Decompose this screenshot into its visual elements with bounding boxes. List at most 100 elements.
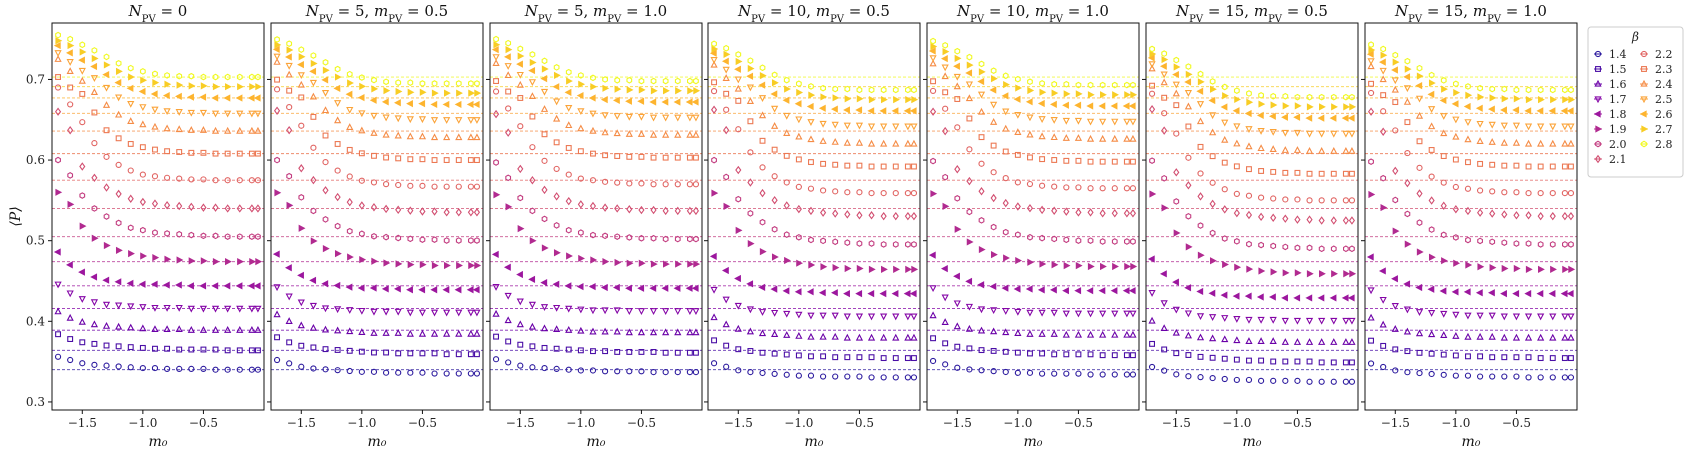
data-point-beta-1.4 <box>601 368 609 375</box>
data-point-beta-1.5 <box>759 349 766 356</box>
data-point-beta-2.8 <box>674 77 681 85</box>
data-point-beta-2.4 <box>553 114 561 122</box>
data-point-beta-1.5 <box>236 347 243 354</box>
data-point-beta-1.6 <box>66 313 74 321</box>
data-point-beta-2.5 <box>565 105 573 112</box>
data-point-beta-1.8 <box>406 286 413 294</box>
data-point-beta-1.8 <box>102 276 110 284</box>
data-point-beta-1.9 <box>140 252 148 260</box>
data-point-beta-2.8 <box>911 86 917 94</box>
data-point-beta-1.9 <box>334 250 342 258</box>
data-point-beta-2.6 <box>333 84 341 92</box>
data-point-beta-2.5 <box>1318 130 1326 138</box>
data-point-beta-2.5 <box>819 120 827 128</box>
data-point-beta-2.8 <box>1404 57 1411 65</box>
data-point-beta-1.4 <box>942 361 949 368</box>
data-point-beta-2.1 <box>298 164 305 173</box>
data-point-beta-1.7 <box>321 305 330 313</box>
data-point-beta-2 <box>954 194 961 202</box>
data-point-beta-2.2 <box>1294 196 1301 203</box>
data-point-beta-1.5 <box>1428 350 1435 357</box>
data-point-beta-1.5 <box>1075 351 1082 358</box>
data-point-beta-2.8 <box>1014 75 1021 83</box>
data-point-beta-2.7 <box>553 71 561 80</box>
data-point-beta-1.5 <box>431 350 438 357</box>
data-point-beta-1.9 <box>407 261 415 269</box>
data-point-beta-2 <box>904 241 911 248</box>
data-point-beta-1.9 <box>1428 253 1436 261</box>
data-point-beta-2.1 <box>1014 202 1021 211</box>
data-point-beta-1.4 <box>771 370 778 377</box>
data-point-beta-1.5 <box>1525 354 1532 361</box>
data-point-beta-2.5 <box>1002 108 1010 116</box>
data-point-beta-1.9 <box>359 255 367 264</box>
data-point-beta-2 <box>1404 210 1411 218</box>
data-point-beta-2.1 <box>236 204 243 213</box>
data-point-beta-1.8 <box>588 283 596 291</box>
data-point-beta-1.9 <box>67 200 75 209</box>
data-point-beta-1.9 <box>602 258 610 266</box>
data-point-beta-1.8 <box>381 285 389 293</box>
data-point-beta-2.8 <box>1246 90 1252 97</box>
data-point-beta-1.4 <box>966 366 973 373</box>
data-point-beta-2.7 <box>930 42 938 51</box>
data-point-beta-1.9 <box>91 234 99 242</box>
data-point-beta-1.4 <box>880 374 887 381</box>
data-point-beta-1.5 <box>674 349 681 356</box>
data-point-beta-1.7 <box>855 313 864 321</box>
data-point-beta-2.1 <box>517 164 524 174</box>
data-point-beta-1.5 <box>590 348 596 355</box>
data-point-beta-2.6 <box>1208 96 1216 105</box>
data-point-beta-1.6 <box>1050 329 1058 337</box>
data-point-beta-1.9 <box>505 203 513 211</box>
data-point-beta-1.4 <box>1567 374 1575 381</box>
data-point-beta-2.3 <box>686 154 693 161</box>
data-point-beta-1.9 <box>784 256 791 265</box>
data-point-beta-1.7 <box>1488 312 1496 320</box>
data-point-beta-1.8 <box>1196 287 1204 296</box>
data-point-beta-2.7 <box>1489 94 1497 102</box>
data-point-beta-1.8 <box>806 288 814 296</box>
data-point-beta-2.6 <box>53 41 61 50</box>
data-point-beta-2.2 <box>334 167 341 174</box>
data-point-beta-1.6 <box>910 333 918 341</box>
data-point-beta-2.6 <box>661 98 669 106</box>
data-point-beta-2.7 <box>322 66 330 74</box>
data-point-beta-1.6 <box>1184 331 1193 339</box>
data-point-beta-2.3 <box>541 131 548 138</box>
data-point-beta-1.4 <box>692 369 700 376</box>
data-point-beta-2.3 <box>164 148 171 155</box>
data-point-beta-2.6 <box>903 107 911 115</box>
data-point-beta-2.7 <box>881 95 888 104</box>
data-point-beta-2.4 <box>1561 139 1569 147</box>
data-point-beta-2.2 <box>880 190 887 197</box>
data-point-beta-2.5 <box>1148 61 1156 69</box>
data-point-beta-1.6 <box>248 326 256 333</box>
data-point-beta-2.5 <box>1196 101 1205 108</box>
data-point-beta-2.7 <box>1209 85 1217 93</box>
data-point-beta-1.8 <box>989 282 997 291</box>
x-tick-label: −0.5 <box>189 416 218 430</box>
data-point-beta-1.5 <box>286 339 293 346</box>
data-point-beta-2.2 <box>1348 197 1356 204</box>
data-point-beta-2.6 <box>1451 100 1459 108</box>
data-point-beta-2.4 <box>577 124 585 132</box>
data-point-beta-2.4 <box>831 137 839 145</box>
data-point-beta-1.8 <box>150 280 158 288</box>
data-point-beta-1.7 <box>807 312 815 320</box>
data-point-beta-1.5 <box>419 350 426 357</box>
x-tick-label: −1.0 <box>784 416 813 430</box>
data-point-beta-1.4 <box>473 370 481 377</box>
data-point-beta-1.8 <box>175 281 182 289</box>
data-point-beta-1.7 <box>1123 310 1131 318</box>
data-point-beta-1.8 <box>625 284 632 292</box>
data-point-beta-1.8 <box>977 281 985 289</box>
data-point-beta-2.3 <box>1014 151 1021 158</box>
data-point-beta-2 <box>371 232 377 240</box>
data-point-beta-2.3 <box>990 142 997 149</box>
data-point-beta-2 <box>911 241 917 248</box>
data-point-beta-1.9 <box>930 190 938 198</box>
data-point-beta-2.1 <box>1404 178 1411 188</box>
data-point-beta-2.2 <box>517 123 524 130</box>
data-point-beta-2.2 <box>1452 183 1459 191</box>
